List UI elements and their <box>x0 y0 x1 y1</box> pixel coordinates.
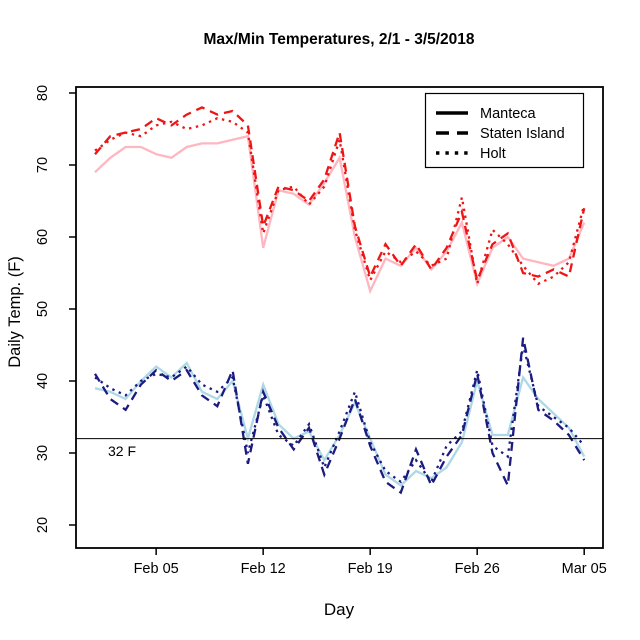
y-tick-label: 20 <box>35 517 51 533</box>
x-tick-label: Mar 05 <box>562 561 607 577</box>
x-axis-label: Day <box>324 600 355 619</box>
legend-label-manteca: Manteca <box>480 106 537 122</box>
y-axis-label: Daily Temp. (F) <box>6 256 24 368</box>
series-line-manteca-min <box>94 361 586 487</box>
x-tick-label: Feb 26 <box>455 561 500 577</box>
series-line-staten-island-min <box>94 337 586 495</box>
series-line-holt-min <box>94 344 586 485</box>
y-tick-label: 70 <box>35 157 51 173</box>
x-tick-label: Feb 19 <box>348 561 393 577</box>
axes: Feb 05 Feb 12 Feb 19 Feb 26 Mar 05 20 30 40 50 60… <box>35 85 607 577</box>
y-tick-label: 30 <box>35 445 51 461</box>
y-tick-label: 40 <box>35 373 51 389</box>
series-line-staten-island-max <box>94 106 586 284</box>
legend: Manteca Staten Island Holt <box>424 92 585 169</box>
legend-label-holt: Holt <box>480 146 506 162</box>
y-tick-label: 50 <box>35 301 51 317</box>
x-tick-label: Feb 12 <box>241 561 286 577</box>
legend-border <box>424 92 585 169</box>
x-tick-label: Feb 05 <box>134 561 179 577</box>
refline-label: 32 F <box>108 443 136 459</box>
series-line-manteca-max <box>94 134 586 295</box>
y-tick-label: 80 <box>35 85 51 101</box>
legend-label-staten-island: Staten Island <box>480 126 565 142</box>
plot-border <box>75 86 604 549</box>
chart-title: Max/Min Temperatures, 2/1 - 3/5/2018 <box>203 31 474 48</box>
series-line-holt-max <box>94 116 586 286</box>
series-lines <box>94 106 586 495</box>
y-tick-label: 60 <box>35 229 51 245</box>
